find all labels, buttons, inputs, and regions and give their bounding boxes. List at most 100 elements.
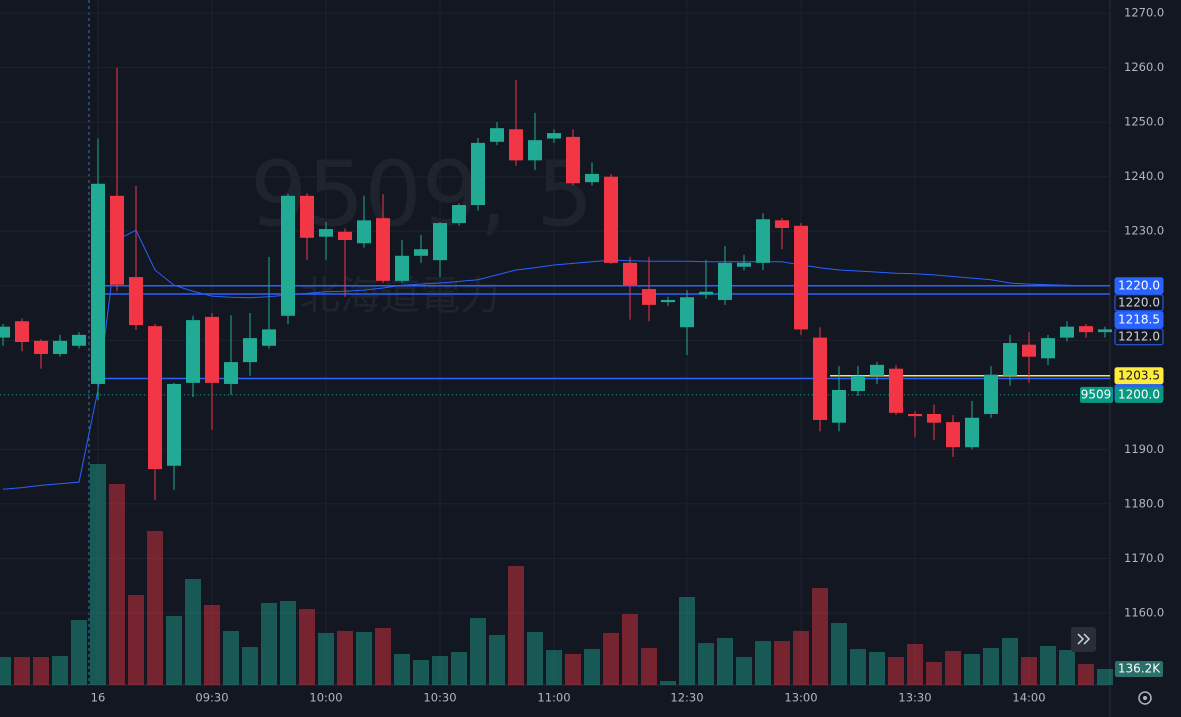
x-tick-label: 14:00 (1012, 691, 1045, 705)
y-tick-label: 1170.0 (1124, 551, 1164, 565)
candle-body (509, 129, 523, 161)
volume-bar (318, 632, 334, 685)
y-tick-label: 1190.0 (1124, 442, 1164, 456)
candle-body (186, 320, 200, 383)
price-label: 1212.0 (1118, 329, 1160, 343)
candle-body (490, 128, 504, 142)
y-tick-label: 1240.0 (1124, 169, 1164, 183)
volume-bar (812, 588, 828, 685)
candle-body (737, 262, 751, 267)
candle-body (471, 142, 485, 206)
candle-body (262, 329, 276, 346)
price-label: 1220.0 (1118, 295, 1160, 309)
candle-body (832, 389, 846, 423)
candle-body (129, 277, 143, 326)
volume-bar (337, 630, 353, 685)
candle-body (984, 374, 998, 414)
volume-bar (489, 634, 505, 685)
candle-body (53, 340, 67, 354)
candle-body (908, 413, 922, 417)
y-tick-label: 1230.0 (1124, 224, 1164, 238)
candle-body (661, 299, 675, 303)
volume-bar (1040, 645, 1056, 685)
volume-bar (1059, 649, 1075, 685)
candle-body (34, 340, 48, 354)
candle-body (1041, 338, 1055, 359)
volume-bar (394, 653, 410, 685)
candle-body (243, 338, 257, 363)
x-tick-label: 12:30 (670, 691, 703, 705)
candle-body (433, 223, 447, 261)
volume-bar (261, 602, 277, 685)
candle-body (851, 375, 865, 392)
candle-body (1060, 326, 1074, 338)
candle-body (357, 220, 371, 244)
candle-body (642, 289, 656, 305)
candle-body (338, 231, 352, 240)
volume-bar (660, 681, 676, 685)
volume-bar (52, 655, 68, 685)
volume-bar (204, 604, 220, 685)
candle-body (718, 262, 732, 300)
x-tick-label: 16 (91, 691, 106, 705)
volume-bar (375, 628, 391, 685)
candle-body (623, 262, 637, 286)
volume-bar (147, 530, 163, 685)
volume-bar (869, 651, 885, 685)
y-tick-label: 1160.0 (1124, 606, 1164, 620)
volume-bar (280, 600, 296, 685)
candle-body (319, 229, 333, 237)
volume-bar (565, 653, 581, 685)
candle-body (414, 249, 428, 256)
x-tick-label: 10:30 (423, 691, 456, 705)
candle-body (15, 321, 29, 342)
candle-body (167, 383, 181, 466)
candle-body (680, 297, 694, 328)
candle-body (604, 176, 618, 263)
volume-bar (1078, 663, 1094, 685)
volume-bar (831, 622, 847, 685)
candle-body (965, 417, 979, 448)
candle-body (1079, 326, 1093, 333)
candle-body (547, 133, 561, 139)
volume-bar (546, 649, 562, 685)
volume-bar (451, 651, 467, 685)
volume-bar (983, 647, 999, 685)
price-label-box (1114, 294, 1164, 312)
volume-bar (584, 649, 600, 685)
volume-bar (850, 649, 866, 685)
y-tick-label: 1270.0 (1124, 6, 1164, 20)
volume-bar (508, 565, 524, 685)
volume-label-box (1115, 660, 1163, 677)
volume-bar (622, 614, 638, 685)
candle-body (281, 195, 295, 316)
candle-body (870, 364, 884, 376)
candle-body (72, 334, 86, 346)
candle-body (585, 173, 599, 183)
candle-body (205, 316, 219, 383)
moving-average (2, 229, 1105, 490)
volume-bar (71, 620, 87, 685)
volume-bar (698, 643, 714, 685)
price-label: 1220.0 (1118, 278, 1160, 292)
candle-body (775, 220, 789, 228)
price-label-box (1114, 277, 1164, 295)
candle-body (528, 140, 542, 161)
settings-button[interactable] (1138, 691, 1152, 705)
last-price-box (1115, 386, 1163, 403)
candle-body (300, 195, 314, 238)
candle-body (889, 368, 903, 413)
candle-body (1098, 329, 1112, 333)
scroll-button[interactable] (1071, 627, 1096, 652)
symbol-box (1080, 386, 1113, 403)
volume-bar (109, 483, 125, 685)
candle-body (91, 183, 105, 384)
volume-bar (793, 630, 809, 685)
x-tick-label: 10:00 (309, 691, 342, 705)
y-tick-label: 1260.0 (1124, 60, 1164, 74)
volume-bar (14, 657, 30, 685)
volume-bar (527, 632, 543, 685)
volume-bar (755, 641, 771, 685)
candle-body (813, 337, 827, 420)
